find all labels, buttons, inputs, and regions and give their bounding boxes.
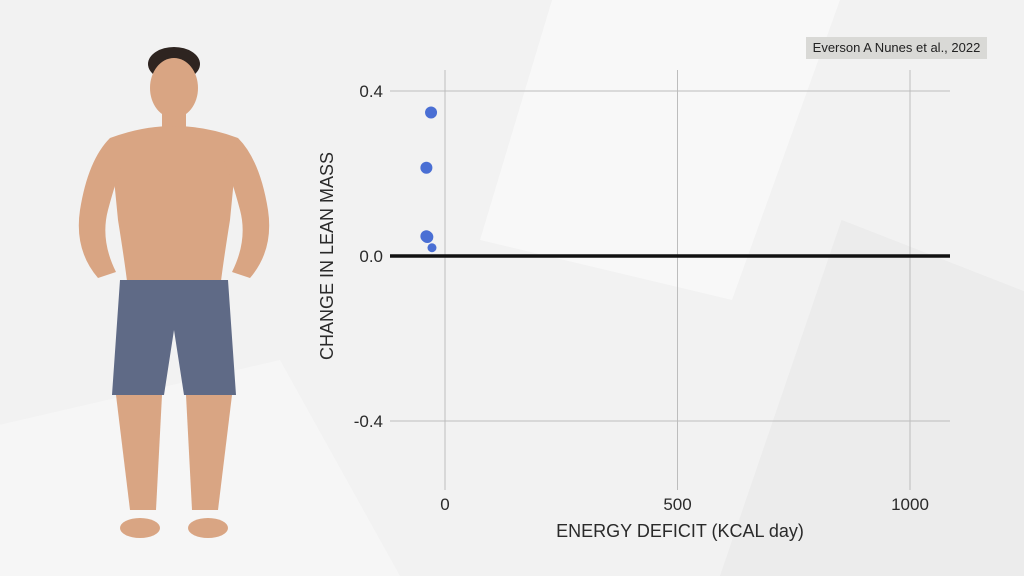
y-tick-label: 0.4 [359, 82, 383, 101]
person-illustration [78, 47, 270, 538]
x-axis-label: ENERGY DEFICIT (KCAL day) [556, 521, 804, 541]
x-tick-labels: 0 500 1000 [440, 495, 929, 514]
person-left-leg [116, 395, 162, 510]
person-neck [162, 110, 186, 130]
y-tick-labels: 0.4 0.0 -0.4 [354, 82, 383, 431]
person-right-arm [224, 138, 270, 278]
person-torso [110, 126, 238, 290]
data-point [420, 161, 433, 174]
data-point [427, 243, 437, 253]
data-point [421, 231, 434, 244]
citation-label: Everson A Nunes et al., 2022 [806, 37, 987, 59]
y-tick-label: -0.4 [354, 412, 383, 431]
person-head [150, 58, 198, 118]
data-point [425, 106, 438, 119]
y-tick-label: 0.0 [359, 247, 383, 266]
person-left-foot [120, 518, 160, 538]
person-right-leg [186, 395, 232, 510]
x-tick-label: 500 [663, 495, 691, 514]
y-axis-label: CHANGE IN LEAN MASS [317, 152, 337, 360]
x-tick-label: 0 [440, 495, 449, 514]
person-right-foot [188, 518, 228, 538]
data-points [420, 106, 438, 253]
x-tick-label: 1000 [891, 495, 929, 514]
person-left-arm [78, 138, 124, 278]
chart-grid [390, 70, 950, 490]
person-shorts [112, 280, 236, 395]
